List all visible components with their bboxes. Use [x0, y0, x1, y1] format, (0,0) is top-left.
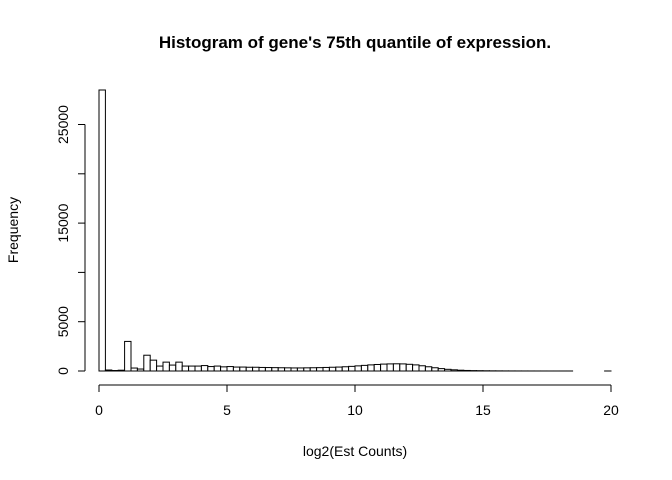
histogram-bar [98, 89, 106, 372]
y-tick-label: 5000 [55, 306, 71, 337]
histogram-bar [168, 364, 177, 372]
histogram-bar [239, 366, 247, 372]
histogram-bar [175, 361, 183, 372]
histogram-bar [258, 366, 266, 372]
histogram-bar [194, 365, 202, 372]
histogram-bar [437, 368, 446, 372]
histogram-bar [399, 363, 407, 372]
histogram-bar [303, 367, 311, 372]
histogram-bar [162, 361, 170, 372]
x-axis-label: log2(Est Counts) [303, 443, 407, 459]
x-axis: 0 5 10 15 20 [95, 384, 619, 418]
histogram-bar [412, 364, 420, 372]
histogram-bar [348, 365, 356, 372]
histogram-bar [431, 367, 439, 372]
histogram-bar [207, 366, 215, 372]
histogram-bar [360, 364, 369, 372]
histogram-bar [328, 366, 337, 372]
histogram-bar [418, 365, 426, 372]
histogram-bar [392, 363, 401, 372]
histogram-bar [264, 367, 273, 372]
x-tick-label: 15 [475, 402, 491, 418]
y-tick-label: 0 [55, 367, 71, 375]
histogram-bar [156, 365, 164, 372]
histogram-bar [316, 367, 324, 372]
histogram-bar [335, 366, 343, 372]
histogram-bars [98, 89, 612, 372]
histogram-bar [130, 367, 138, 372]
histogram-bar [124, 340, 132, 372]
histogram-bar [271, 367, 279, 372]
y-axis-label: Frequency [5, 197, 21, 263]
histogram-bar [456, 369, 465, 372]
histogram-bar [226, 366, 234, 372]
histogram-bar [405, 363, 414, 372]
histogram-bar [373, 363, 382, 372]
histogram-bar [143, 354, 151, 372]
y-tick-label: 25000 [55, 105, 71, 144]
histogram-bar [136, 368, 145, 372]
histogram-bar [188, 365, 196, 372]
histogram-bar [386, 363, 394, 372]
histogram-bar [463, 369, 471, 372]
histogram-bar [149, 359, 158, 372]
histogram-bar [367, 364, 375, 372]
histogram-bar [104, 369, 113, 372]
histogram-bar [296, 367, 305, 372]
histogram-bar [232, 366, 241, 372]
histogram-bar [309, 367, 318, 372]
histogram-bar [181, 365, 190, 372]
y-tick-label: 15000 [55, 203, 71, 242]
histogram-bar [322, 366, 330, 372]
histogram-bar [380, 363, 388, 372]
histogram-bar [354, 365, 362, 372]
chart-title: Histogram of gene's 75th quantile of exp… [159, 33, 551, 52]
histogram-bar [117, 369, 126, 372]
histogram-bar [450, 369, 458, 372]
x-tick-label: 10 [347, 402, 363, 418]
x-tick-label: 20 [603, 402, 619, 418]
histogram-bar [220, 366, 228, 372]
histogram-bar [200, 365, 209, 372]
histogram-bar [290, 367, 298, 372]
x-tick-label: 5 [223, 402, 231, 418]
histogram-bar [341, 366, 350, 372]
histogram-bar [424, 366, 433, 372]
histogram-bar [277, 367, 286, 372]
histogram-bar [245, 366, 254, 372]
histogram-bar [444, 368, 452, 372]
histogram-bar [213, 365, 222, 372]
histogram-bar [284, 367, 292, 372]
histogram-bar [252, 366, 260, 372]
y-axis: 0 5000 15000 25000 [55, 105, 86, 375]
x-tick-label: 0 [95, 402, 103, 418]
